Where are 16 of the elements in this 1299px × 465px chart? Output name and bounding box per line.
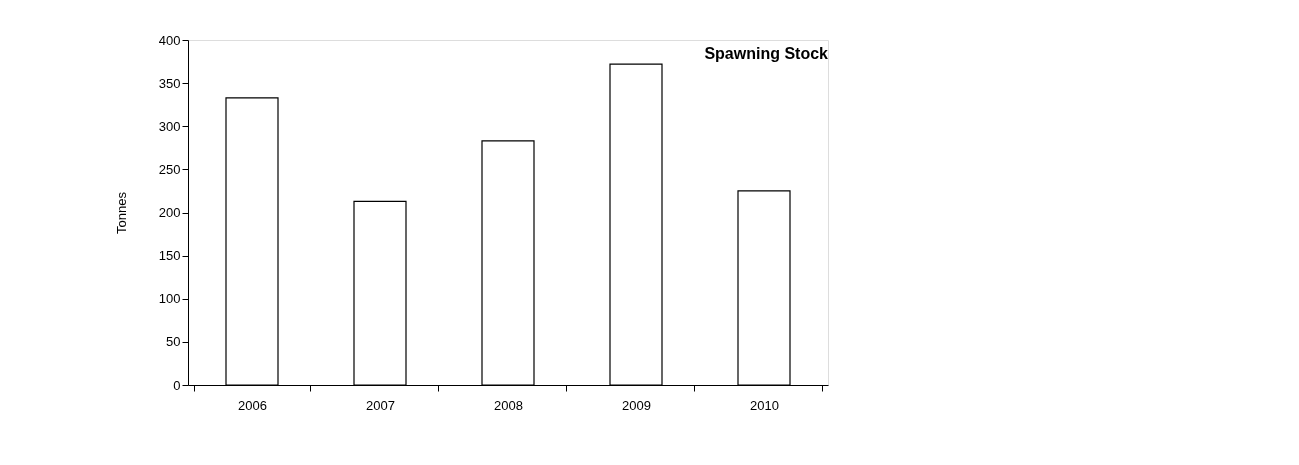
y-tick-label: 400 — [158, 32, 181, 48]
y-tick-label: 250 — [158, 161, 181, 177]
chart-title: Spawning Stock — [704, 45, 829, 62]
y-tick-label: 50 — [166, 334, 181, 350]
y-tick-label: 100 — [158, 291, 181, 307]
y-tick-label: 0 — [173, 377, 181, 393]
x-tick-label: 2007 — [366, 397, 395, 413]
x-tick-label: 2010 — [750, 397, 779, 413]
y-tick-label: 200 — [158, 205, 181, 220]
y-tick-label: 150 — [158, 248, 181, 264]
x-tick-label: 2006 — [238, 397, 267, 413]
y-tick-label: 350 — [158, 75, 181, 91]
x-tick-label: 2008 — [494, 397, 523, 413]
y-axis-title: Tonnes — [113, 191, 129, 234]
x-tick-label: 2009 — [622, 397, 651, 413]
y-tick-label: 300 — [158, 118, 181, 134]
